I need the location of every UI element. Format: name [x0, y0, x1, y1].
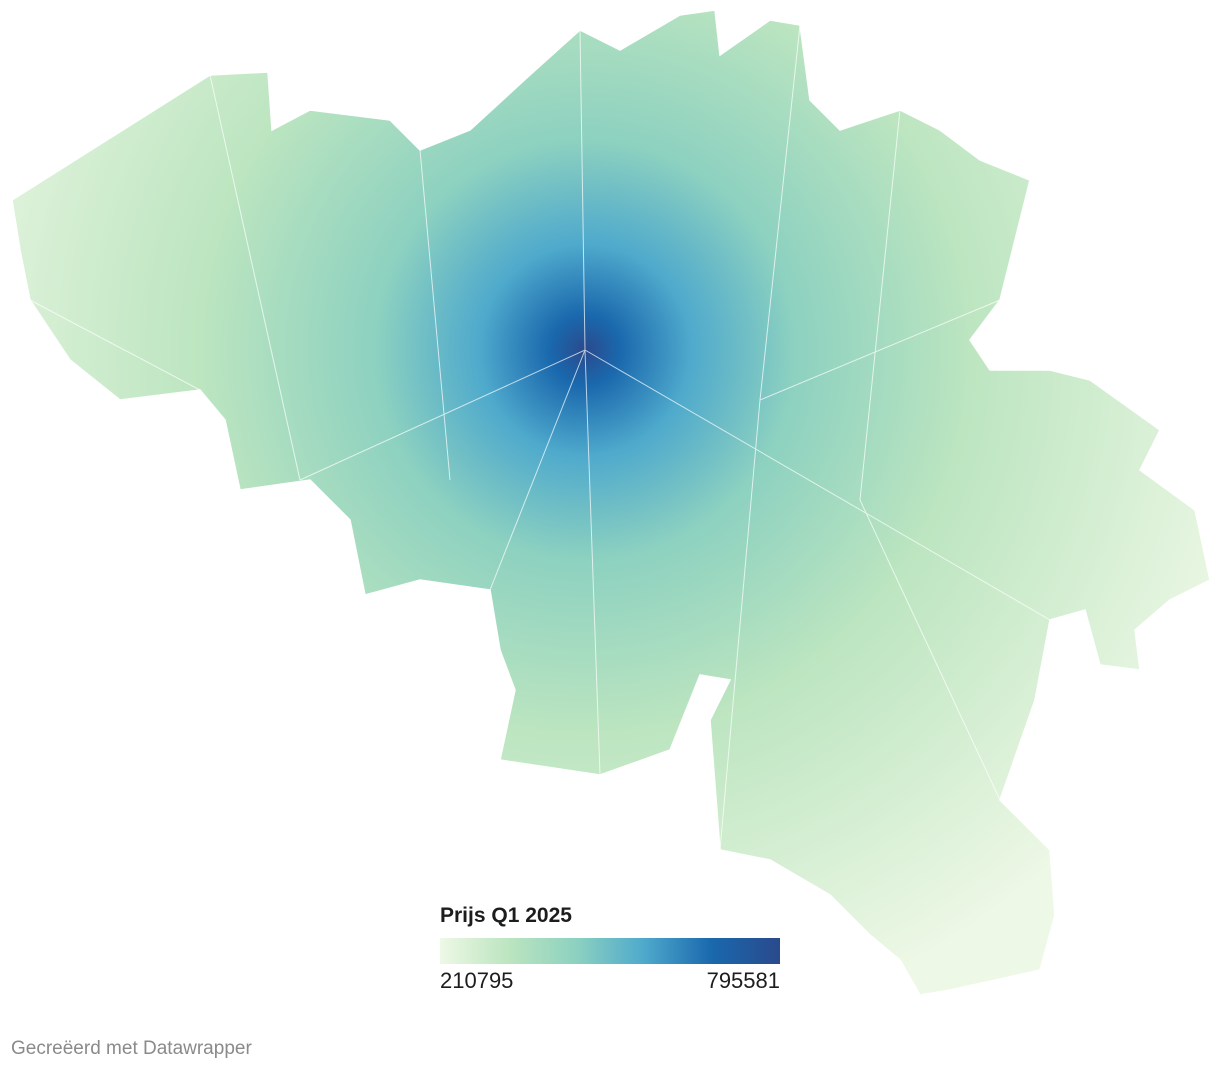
footer: Gecreëerd met Datawrapper — [11, 1038, 252, 1059]
legend-scale — [440, 938, 780, 964]
legend-title: Prijs Q1 2025 — [440, 904, 572, 927]
legend-min: 210795 — [440, 968, 513, 993]
region-borders — [29, 24, 1051, 851]
legend-max: 795581 — [707, 968, 780, 993]
country-outline — [11, 9, 1211, 996]
